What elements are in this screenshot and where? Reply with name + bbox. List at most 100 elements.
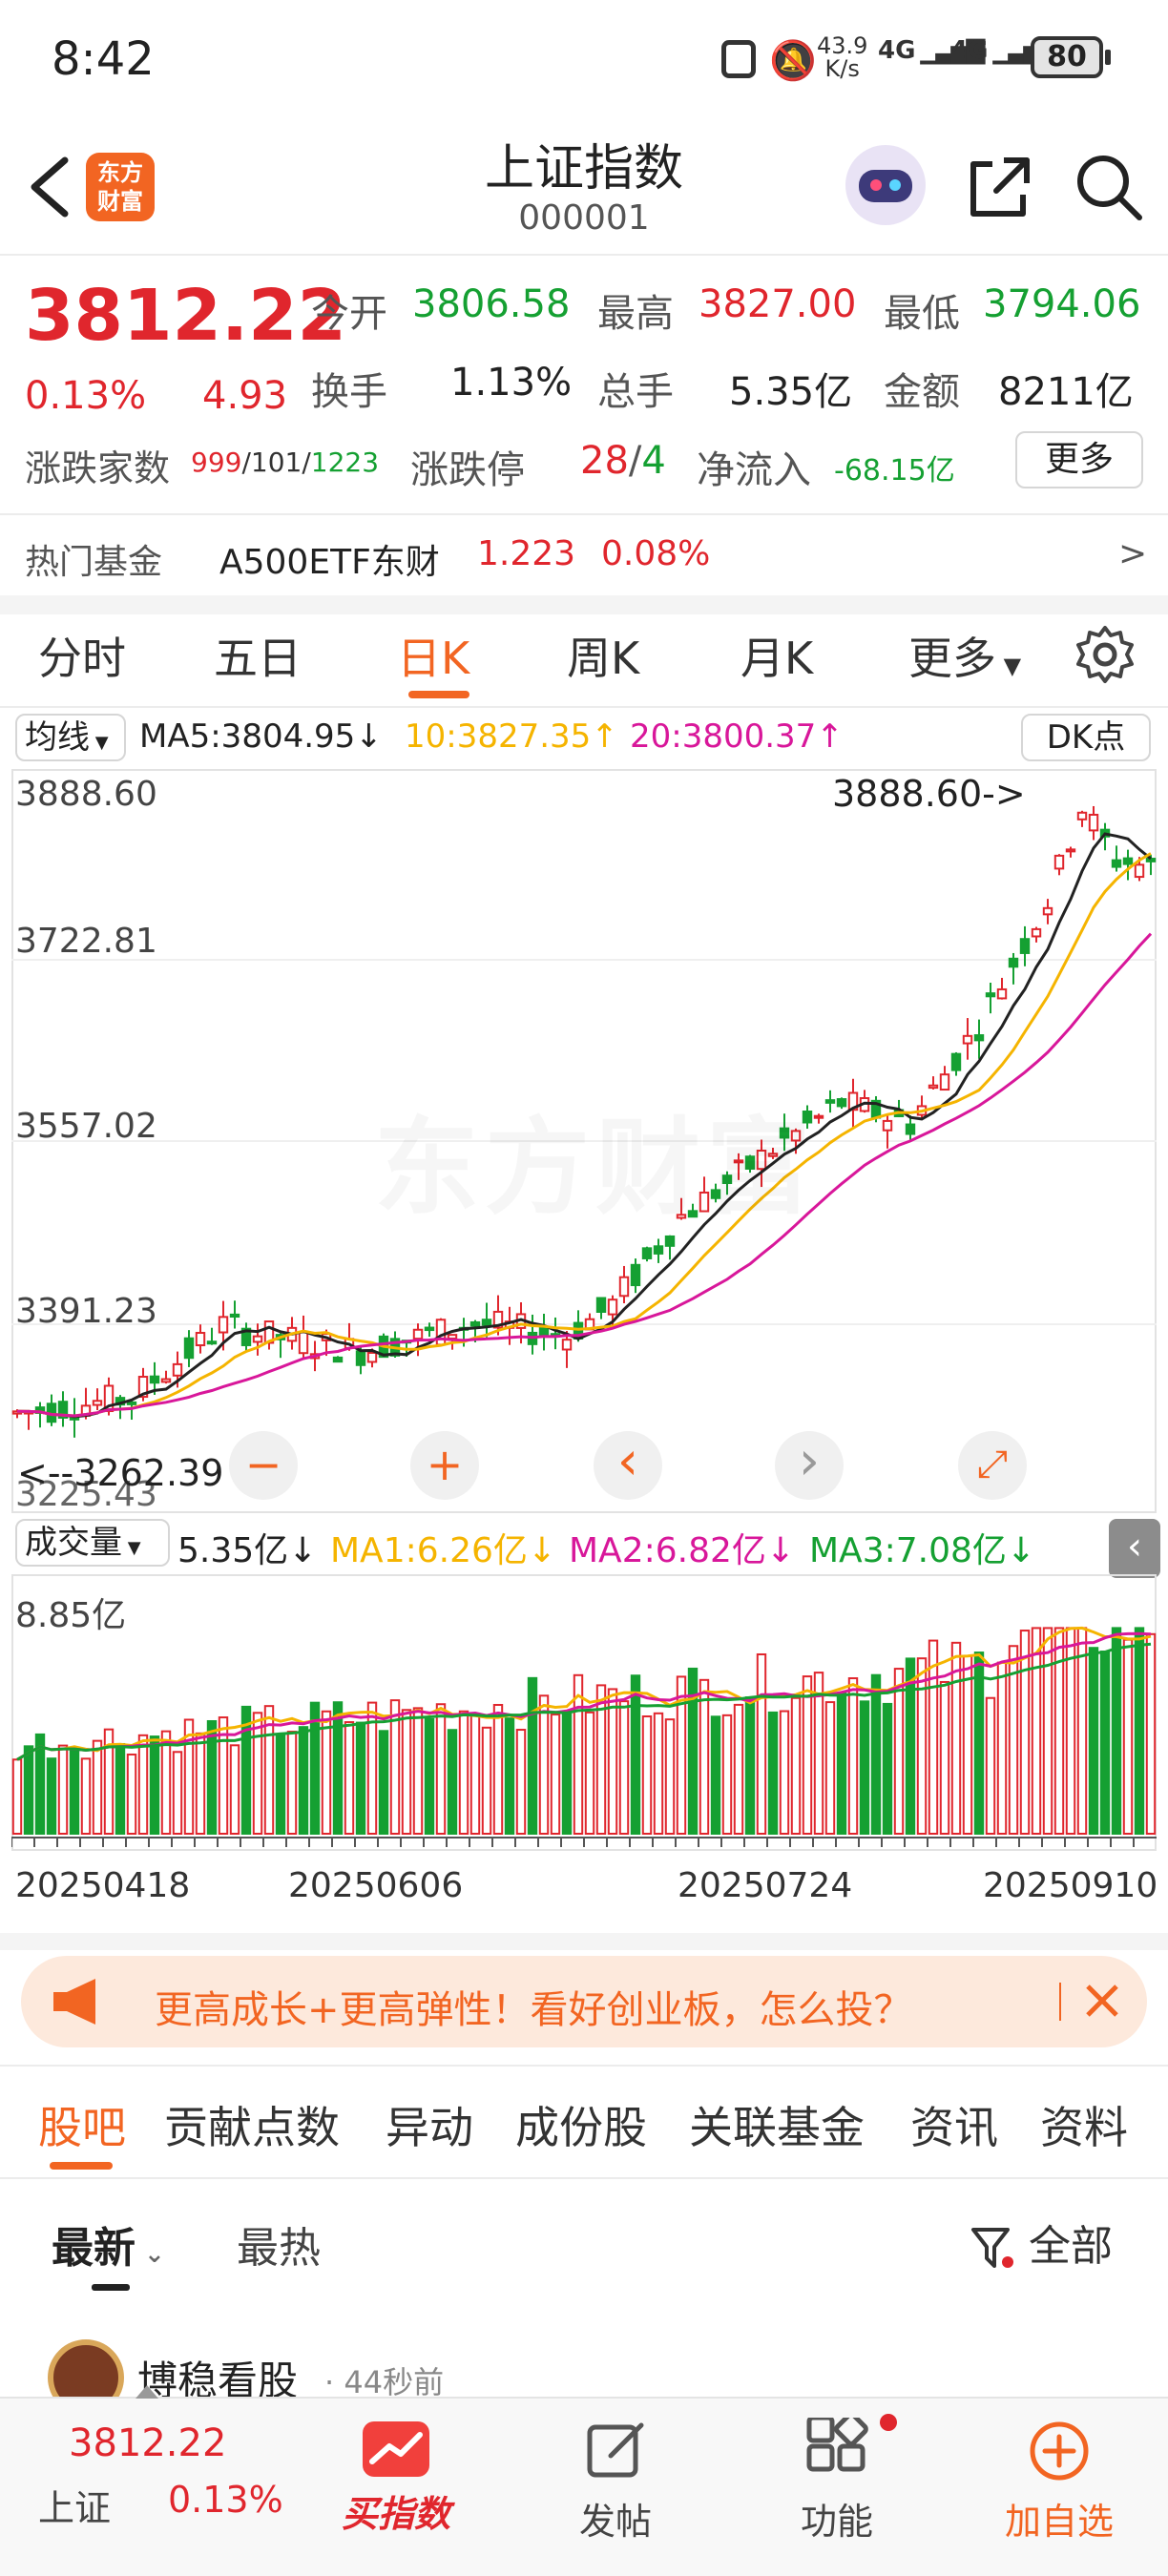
volume-bar bbox=[836, 1692, 847, 1835]
x-tick-2: 20250606 bbox=[288, 1866, 464, 1905]
sort-hot[interactable]: 最热 bbox=[237, 2224, 321, 2273]
tab-weekly-k[interactable]: 周K bbox=[567, 633, 640, 684]
tab-profile[interactable]: 资料 bbox=[1040, 2102, 1128, 2153]
netflow-label: 净流入 bbox=[697, 448, 811, 492]
breadth-values: 999/101/1223 bbox=[191, 447, 380, 478]
tab-constituents[interactable]: 成份股 bbox=[515, 2102, 647, 2153]
volume-bar bbox=[218, 1716, 229, 1835]
open-label: 今开 bbox=[311, 292, 387, 336]
volume-bar bbox=[481, 1726, 492, 1835]
volume-bar bbox=[802, 1675, 813, 1835]
volume-bar bbox=[46, 1757, 57, 1835]
volume-selector[interactable]: 成交量 ▼ bbox=[15, 1519, 170, 1567]
volume-bar bbox=[240, 1705, 252, 1835]
volume-bar bbox=[103, 1728, 115, 1836]
candle bbox=[435, 1318, 447, 1346]
candle bbox=[928, 1076, 939, 1090]
tab-contribution[interactable]: 贡献点数 bbox=[164, 2102, 340, 2153]
caret-down-icon: ▼ bbox=[996, 653, 1022, 679]
candlestick-chart[interactable] bbox=[11, 769, 1157, 1513]
candle bbox=[699, 1176, 710, 1213]
volume-bar bbox=[309, 1701, 321, 1835]
more-button[interactable]: 更多 bbox=[1015, 431, 1143, 488]
candle bbox=[195, 1324, 206, 1354]
candle bbox=[733, 1153, 744, 1180]
candle bbox=[687, 1203, 699, 1218]
hot-fund-price: 1.223 bbox=[477, 534, 576, 573]
tab-daily-k[interactable]: 日K bbox=[397, 633, 470, 684]
volume-bar bbox=[962, 1654, 973, 1835]
tab-news[interactable]: 资讯 bbox=[910, 2102, 998, 2153]
bottom-pct: 0.13% bbox=[168, 2479, 283, 2521]
filter-button[interactable]: 全部 bbox=[970, 2212, 1113, 2274]
volume-bar bbox=[996, 1661, 1008, 1835]
candle bbox=[229, 1300, 240, 1329]
dk-point-button[interactable]: DK点 bbox=[1021, 714, 1151, 761]
volume-bar bbox=[252, 1712, 263, 1835]
tab-monthly-k[interactable]: 月K bbox=[740, 633, 814, 684]
share-button[interactable] bbox=[964, 151, 1036, 223]
volume-bar bbox=[286, 1731, 298, 1836]
candle bbox=[160, 1370, 172, 1384]
tab-movement[interactable]: 异动 bbox=[386, 2102, 473, 2153]
volume-bar bbox=[69, 1748, 80, 1835]
tab-five-day[interactable]: 五日 bbox=[214, 633, 302, 684]
hot-fund-row[interactable]: 热门基金 A500ETF东财 1.223 0.08% > bbox=[0, 515, 1168, 595]
volume-bar bbox=[1122, 1638, 1134, 1835]
volume-bar bbox=[160, 1730, 172, 1835]
tab-related-funds[interactable]: 关联基金 bbox=[689, 2102, 865, 2153]
robot-assistant-icon[interactable] bbox=[845, 145, 926, 225]
volume-bar bbox=[298, 1726, 309, 1835]
volume-bar bbox=[813, 1672, 824, 1835]
candle bbox=[767, 1148, 779, 1159]
ma-selector[interactable]: 均线 ▼ bbox=[15, 714, 126, 761]
tab-minute[interactable]: 分时 bbox=[38, 633, 126, 684]
scroll-right-button[interactable]: › bbox=[775, 1431, 844, 1500]
candle bbox=[1008, 952, 1019, 985]
x-tick-1: 20250418 bbox=[15, 1866, 191, 1905]
search-button[interactable] bbox=[1073, 151, 1145, 223]
limit-values: 28/4 bbox=[580, 439, 666, 483]
apps-grid-icon bbox=[806, 2412, 868, 2472]
volume-bar bbox=[676, 1675, 687, 1835]
zoom-out-button[interactable]: − bbox=[229, 1431, 298, 1500]
candle bbox=[813, 1113, 824, 1124]
volume-bar bbox=[1134, 1627, 1145, 1836]
gear-icon bbox=[1076, 626, 1134, 683]
hot-fund-label: 热门基金 bbox=[25, 543, 163, 582]
volume-bar bbox=[183, 1718, 195, 1835]
volume-bar bbox=[1042, 1627, 1053, 1836]
volume-bar bbox=[1145, 1632, 1157, 1835]
candle bbox=[1053, 854, 1065, 876]
signal-4g-1: 4G ▁▃▅▇ bbox=[878, 36, 985, 65]
close-banner-button[interactable] bbox=[1071, 1969, 1134, 2032]
scroll-left-button[interactable]: ‹ bbox=[594, 1431, 662, 1500]
promo-banner[interactable]: 更高成长+更高弹性！看好创业板，怎么投？ bbox=[21, 1956, 1147, 2047]
tab-guba[interactable]: 股吧 bbox=[38, 2102, 126, 2153]
post-author[interactable]: 博稳看股 bbox=[137, 2358, 299, 2404]
status-bar: 8:42 🔕 43.9 K/s 4G ▁▃▅▇ 4G ▁▃▅▇ 80 bbox=[0, 0, 1168, 114]
sort-latest[interactable]: 最新 ⌄ bbox=[52, 2224, 165, 2273]
candle bbox=[263, 1320, 275, 1350]
volume-bar bbox=[950, 1641, 962, 1835]
bottom-bar: 3812.22 上证 0.13% 买指数 发帖 功能 加自选 bbox=[0, 2385, 1168, 2576]
zoom-in-button[interactable]: + bbox=[410, 1431, 479, 1500]
back-button[interactable] bbox=[23, 153, 80, 221]
fullscreen-button[interactable]: ⤢ bbox=[958, 1431, 1027, 1500]
post-button[interactable]: 发帖 bbox=[553, 2414, 678, 2557]
vol-ma2-line bbox=[16, 1631, 1152, 1761]
volume-bar bbox=[1099, 1651, 1111, 1835]
volume-bar bbox=[401, 1709, 412, 1835]
volume-bar bbox=[1076, 1627, 1088, 1836]
functions-button[interactable]: 功能 bbox=[775, 2412, 899, 2557]
tab-more[interactable]: 更多 ▼ bbox=[908, 633, 1022, 684]
volume-bar bbox=[618, 1700, 630, 1835]
buy-index-button[interactable]: 买指数 bbox=[334, 2414, 458, 2557]
add-watchlist-button[interactable]: 加自选 bbox=[992, 2414, 1126, 2557]
collapse-panel-button[interactable]: ‹ bbox=[1109, 1519, 1160, 1578]
volume-chart[interactable] bbox=[11, 1574, 1157, 1851]
candle bbox=[962, 1018, 973, 1060]
settings-button[interactable] bbox=[1074, 624, 1136, 685]
bottom-price: 3812.22 bbox=[69, 2421, 227, 2465]
y-tick-3: 3557.02 bbox=[15, 1107, 157, 1146]
